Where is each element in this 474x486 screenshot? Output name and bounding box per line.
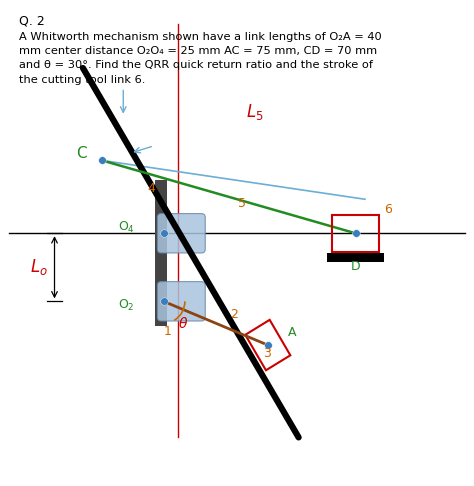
Text: Q. 2: Q. 2 (19, 15, 45, 28)
Text: 6: 6 (384, 203, 392, 216)
Text: $L_5$: $L_5$ (246, 102, 264, 122)
FancyBboxPatch shape (157, 214, 205, 253)
Text: A: A (288, 326, 296, 339)
Bar (327, 254, 384, 262)
Bar (245, 320, 291, 370)
Text: O$_2$: O$_2$ (118, 297, 135, 312)
Text: 5: 5 (238, 196, 246, 209)
Text: O$_4$: O$_4$ (118, 220, 136, 235)
Text: $\theta$: $\theta$ (178, 316, 188, 331)
Text: 3: 3 (263, 347, 271, 360)
Text: 2: 2 (230, 308, 238, 321)
Text: 1: 1 (164, 325, 172, 338)
Text: A Whitworth mechanism shown have a link lengths of O₂A = 40
mm center distance O: A Whitworth mechanism shown have a link … (19, 32, 382, 85)
Text: D: D (351, 260, 360, 273)
Bar (332, 215, 379, 252)
Text: $L_o$: $L_o$ (29, 257, 47, 278)
Text: C: C (76, 146, 86, 161)
Bar (155, 180, 167, 326)
Text: 4: 4 (147, 182, 155, 195)
FancyBboxPatch shape (157, 281, 205, 321)
